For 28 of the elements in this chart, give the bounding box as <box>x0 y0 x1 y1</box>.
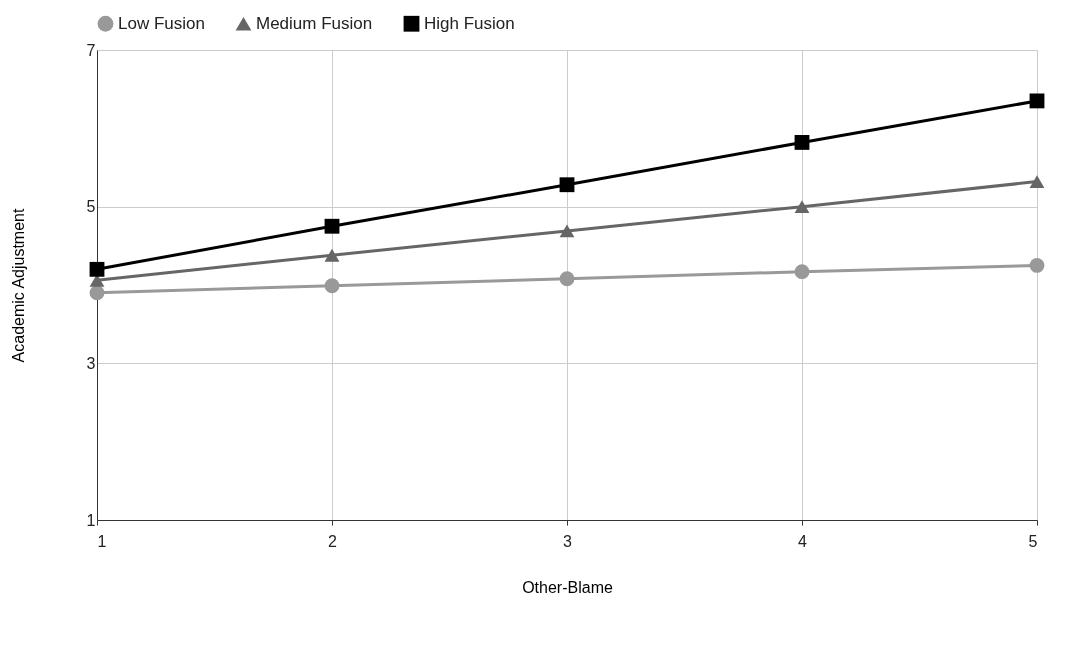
point <box>89 261 105 277</box>
point <box>324 218 340 234</box>
y-tick-label: 5 <box>86 198 96 216</box>
y-tick-label: 1 <box>86 511 96 529</box>
point <box>1029 258 1045 273</box>
x-tick-label: 4 <box>798 532 808 550</box>
x-tick-label: 1 <box>97 532 107 550</box>
point <box>89 285 105 301</box>
legend-label: Medium Fusion <box>256 13 373 33</box>
point <box>1029 93 1045 109</box>
point <box>794 200 810 214</box>
point <box>559 271 575 287</box>
legend-label: Low Fusion <box>118 13 205 33</box>
point <box>1029 175 1045 189</box>
point <box>324 278 340 294</box>
point <box>794 135 810 150</box>
y-axis-title: Academic Adjustment <box>9 208 27 363</box>
point <box>794 264 810 280</box>
x-tick-label: 5 <box>1028 532 1038 550</box>
x-axis-title: Other-Blame <box>522 578 613 596</box>
point <box>324 248 340 262</box>
point <box>559 177 575 193</box>
legend-label: High Fusion <box>424 13 515 33</box>
y-tick-label: 3 <box>86 354 96 372</box>
x-tick-label: 3 <box>563 532 573 550</box>
y-tick-label: 7 <box>86 41 96 59</box>
point <box>559 224 575 238</box>
x-tick-label: 2 <box>328 532 338 550</box>
